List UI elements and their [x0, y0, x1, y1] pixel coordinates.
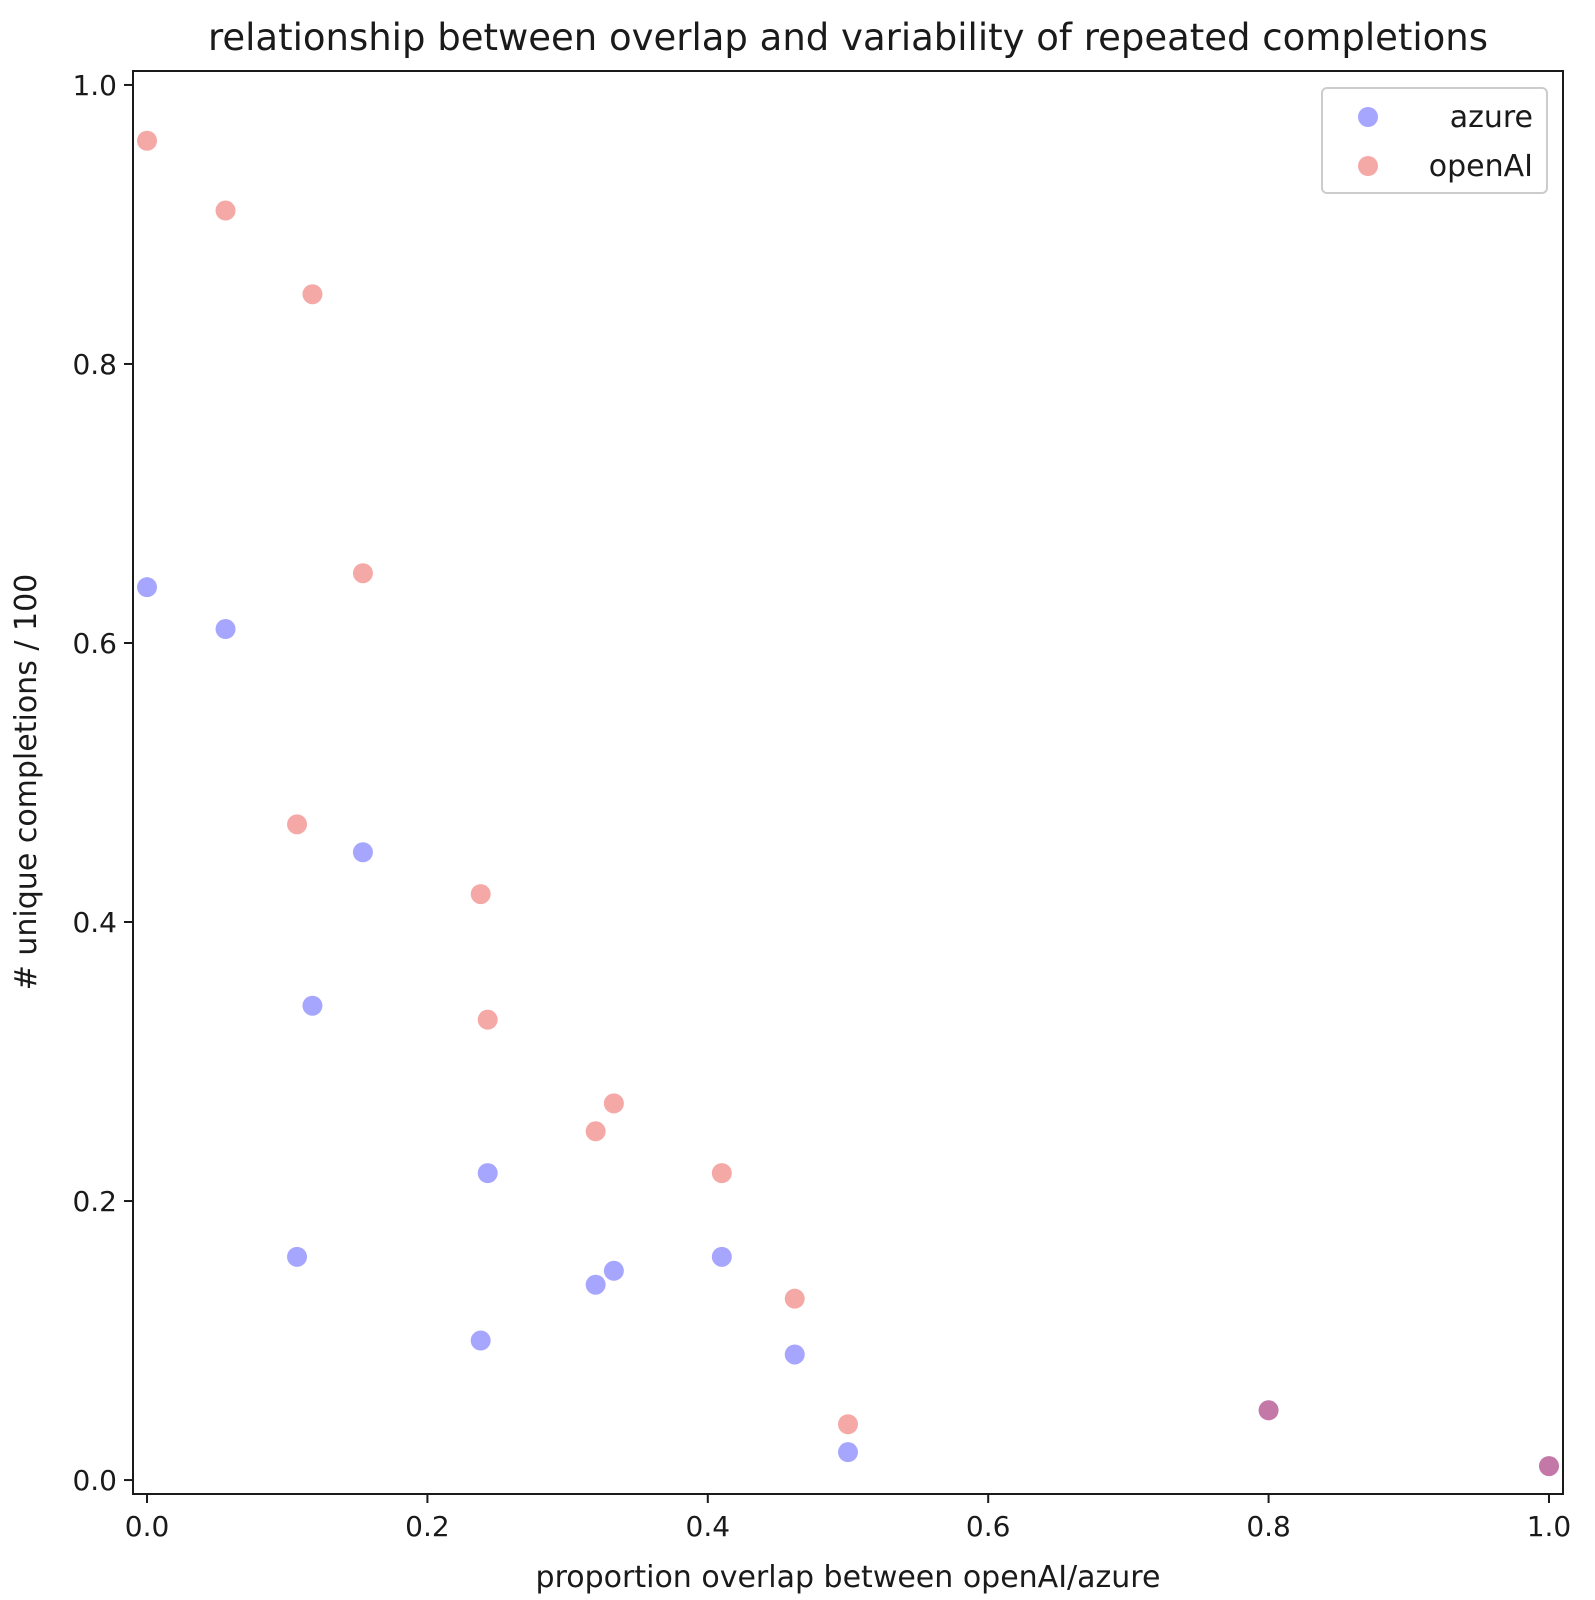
y-tick-label: 0.2 [72, 1185, 117, 1218]
data-point-openai [838, 1414, 858, 1435]
y-tick-label: 0.4 [72, 906, 117, 939]
legend-marker-openai [1358, 156, 1378, 176]
legend: azure openAI [1321, 87, 1548, 194]
data-point-openai [215, 200, 236, 221]
data-point-azure [585, 1274, 606, 1295]
y-tick-label: 0.8 [72, 348, 117, 381]
data-point-openai [477, 1009, 498, 1030]
data-points [137, 130, 1559, 1477]
data-point-azure [711, 1246, 732, 1267]
data-point-azure [1258, 1400, 1279, 1421]
x-tick-label: 0.4 [686, 1510, 731, 1543]
data-point-azure [470, 1330, 491, 1351]
legend-label-openai: openAI [1429, 149, 1533, 184]
data-point-azure [215, 619, 236, 640]
legend-marker-azure [1358, 107, 1378, 127]
data-point-azure [352, 842, 373, 863]
x-tick-label: 0.8 [1246, 1510, 1291, 1543]
data-point-azure [137, 577, 158, 598]
x-tick-label: 1.0 [1527, 1510, 1572, 1543]
series-azure [137, 577, 1559, 1477]
plot-frame [132, 70, 1564, 1495]
data-point-azure [477, 1163, 498, 1184]
data-point-openai [470, 884, 491, 905]
data-point-openai [784, 1288, 805, 1309]
y-tick-label: 0.0 [72, 1464, 117, 1497]
data-point-openai [287, 814, 308, 835]
x-axis-label: proportion overlap between openAI/azure [536, 1560, 1161, 1595]
legend-frame [1321, 87, 1548, 194]
data-point-azure [838, 1442, 858, 1463]
data-point-azure [287, 1246, 308, 1267]
data-point-openai [352, 563, 373, 584]
data-point-openai [603, 1093, 624, 1114]
chart-title: relationship between overlap and variabi… [208, 16, 1488, 59]
data-point-openai [1538, 1456, 1559, 1477]
data-point-azure [302, 995, 323, 1016]
y-tick-label: 1.0 [72, 69, 117, 102]
plot-area [132, 70, 1564, 1495]
data-point-openai [302, 284, 323, 305]
y-axis-label: # unique completions / 100 [9, 574, 44, 991]
data-point-openai [585, 1121, 606, 1142]
y-tick-label: 0.6 [72, 627, 117, 660]
x-tick-label: 0.0 [125, 1510, 170, 1543]
x-tick-label: 0.2 [405, 1510, 450, 1543]
data-point-openai [1258, 1400, 1279, 1421]
x-tick-label: 0.6 [966, 1510, 1011, 1543]
data-point-openai [711, 1163, 732, 1184]
y-axis: 0.0 0.2 0.4 0.6 0.8 1.0 [72, 69, 133, 1497]
series-openai [137, 130, 1559, 1477]
data-point-azure [603, 1260, 624, 1281]
data-point-openai [137, 130, 158, 151]
data-point-azure [1538, 1456, 1559, 1477]
x-axis: 0.0 0.2 0.4 0.6 0.8 1.0 [125, 1494, 1571, 1543]
legend-label-azure: azure [1450, 100, 1533, 135]
data-point-azure [784, 1344, 805, 1365]
